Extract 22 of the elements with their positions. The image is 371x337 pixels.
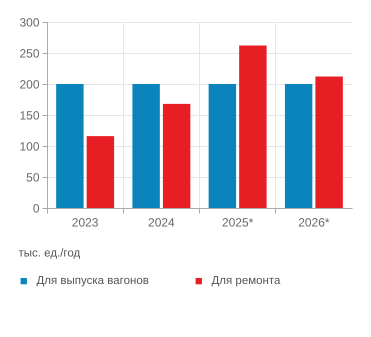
bar bbox=[208, 84, 236, 208]
x-tick-label: 2023 bbox=[72, 216, 99, 230]
y-tick-label: 150 bbox=[19, 108, 40, 122]
x-tick-label: 2024 bbox=[148, 216, 176, 230]
bar bbox=[284, 84, 312, 208]
x-tick-label: 2025* bbox=[222, 216, 254, 230]
x-tick-label: 2026* bbox=[298, 216, 330, 230]
y-tick-label: 100 bbox=[19, 140, 40, 154]
y-tick-label: 0 bbox=[32, 202, 40, 216]
legend-label: Для выпуска вагонов bbox=[36, 275, 149, 288]
legend-label: Для ремонта bbox=[212, 275, 282, 288]
bar bbox=[86, 136, 114, 208]
bar bbox=[162, 104, 190, 208]
y-tick-label: 300 bbox=[19, 16, 40, 30]
y-tick-label: 50 bbox=[26, 170, 40, 184]
y-axis-title: тыс. ед./год bbox=[18, 248, 80, 260]
bar bbox=[239, 46, 267, 208]
bar bbox=[56, 84, 84, 208]
bar bbox=[315, 76, 343, 208]
bar bbox=[132, 84, 160, 208]
y-tick-label: 200 bbox=[19, 78, 40, 92]
y-tick-label: 250 bbox=[19, 46, 40, 60]
